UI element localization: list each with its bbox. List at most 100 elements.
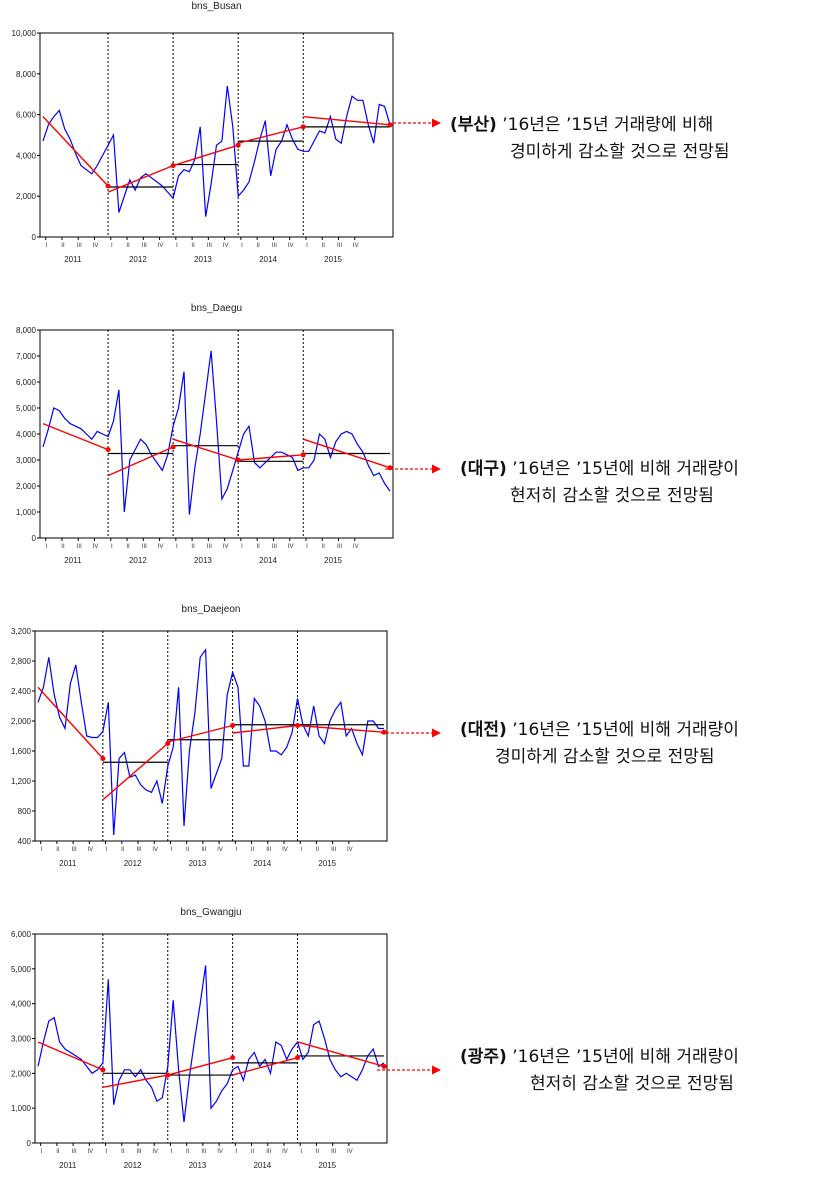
trend-point xyxy=(381,1063,387,1069)
quarter-tick-label: II xyxy=(121,847,125,853)
y-tick-label: 2,000 xyxy=(16,192,37,201)
quarter-tick-label: I xyxy=(46,544,48,550)
quarter-tick-label: I xyxy=(300,847,302,853)
quarter-tick-label: III xyxy=(207,544,212,550)
quarter-tick-label: I xyxy=(300,1149,302,1155)
quarter-tick-label: I xyxy=(111,243,113,249)
quarter-tick-label: I xyxy=(171,847,173,853)
year-tick-label: 2015 xyxy=(318,1161,336,1170)
year-tick-label: 2012 xyxy=(124,1161,142,1170)
note-line-2: 경미하게 감소할 것으로 전망됨 xyxy=(495,747,715,767)
y-tick-label: 0 xyxy=(27,1139,32,1148)
quarter-tick-label: III xyxy=(137,847,142,853)
chart-2: bns_Daejeon 400 800 1,200 1,600 2,000 2,400 2,8… xyxy=(11,604,441,868)
quarter-tick-label: III xyxy=(337,544,342,550)
y-tick-label: 1,000 xyxy=(16,508,37,517)
chart-title: bns_Gwangju xyxy=(180,907,241,918)
trend-point xyxy=(300,452,306,458)
year-tick-label: 2011 xyxy=(59,1161,77,1170)
y-tick-label: 8,000 xyxy=(16,70,37,79)
quarter-tick-label: III xyxy=(266,1149,271,1155)
quarter-tick-label: IV xyxy=(353,544,359,550)
quarter-tick-label: IV xyxy=(288,243,294,249)
quarter-tick-label: III xyxy=(207,243,212,249)
quarter-tick-label: IV xyxy=(223,544,229,550)
quarter-tick-label: II xyxy=(251,847,255,853)
trend-segment xyxy=(297,1041,385,1068)
year-tick-label: 2013 xyxy=(189,1161,207,1170)
quarter-tick-label: IV xyxy=(158,243,164,249)
plot-frame xyxy=(34,933,388,1144)
quarter-tick-label: II xyxy=(316,1149,320,1155)
trend-point xyxy=(100,756,106,761)
quarter-tick-label: IV xyxy=(158,544,164,550)
year-tick-label: 2012 xyxy=(129,556,147,565)
quarter-tick-label: I xyxy=(235,1149,237,1155)
quarter-tick-label: III xyxy=(201,847,206,853)
y-tick-label: 5,000 xyxy=(11,965,32,974)
trend-segment xyxy=(303,115,391,126)
city-label: (대구) xyxy=(460,459,507,479)
quarter-tick-label: II xyxy=(126,544,130,550)
quarter-tick-label: III xyxy=(72,847,77,853)
quarter-tick-label: II xyxy=(186,847,190,853)
quarter-tick-label: II xyxy=(126,243,130,249)
quarter-tick-label: I xyxy=(235,847,237,853)
quarter-tick-label: II xyxy=(56,1149,60,1155)
quarter-tick-label: IV xyxy=(347,847,353,853)
quarter-tick-label: IV xyxy=(217,1149,223,1155)
quarter-tick-label: IV xyxy=(223,243,229,249)
quarter-tick-label: II xyxy=(191,243,195,249)
quarter-tick-label: III xyxy=(201,1149,206,1155)
year-tick-label: 2013 xyxy=(189,859,207,868)
quarter-tick-label: IV xyxy=(217,847,223,853)
y-tick-label: 2,000 xyxy=(11,717,32,726)
trend-segment xyxy=(102,1074,168,1088)
quarter-tick-label: I xyxy=(41,847,43,853)
quarter-tick-label: IV xyxy=(282,847,288,853)
note-line-2: 현저히 감소할 것으로 전망됨 xyxy=(510,486,714,506)
trend-segment xyxy=(167,1056,233,1076)
trend-segment xyxy=(232,1056,298,1076)
quarter-tick-label: IV xyxy=(88,1149,94,1155)
quarter-tick-label: IV xyxy=(353,243,359,249)
data-line xyxy=(42,350,391,515)
quarter-tick-label: IV xyxy=(93,544,99,550)
y-tick-label: 3,200 xyxy=(11,627,32,636)
y-tick-label: 5,000 xyxy=(16,404,37,413)
year-tick-label: 2013 xyxy=(194,556,212,565)
trend-point xyxy=(100,1067,106,1073)
quarter-tick-label: IV xyxy=(88,847,94,853)
quarter-tick-label: II xyxy=(61,544,65,550)
daegu-note: (대구) ’16년은 ’15년에 비해 거래량이 현저히 감소할 것으로 전망됨 xyxy=(460,456,739,510)
data-line xyxy=(37,648,384,836)
quarter-tick-label: III xyxy=(266,847,271,853)
year-tick-label: 2014 xyxy=(253,859,271,868)
quarter-tick-label: II xyxy=(322,243,326,249)
trend-segment xyxy=(107,164,174,193)
quarter-tick-label: II xyxy=(256,544,260,550)
trend-segment xyxy=(238,454,304,461)
trend-point xyxy=(170,444,176,450)
note-line-1: ’16년은 ’15년에 비해 거래량이 xyxy=(506,720,739,740)
plot-frame xyxy=(34,630,388,842)
quarter-tick-label: III xyxy=(142,243,147,249)
trend-segment xyxy=(107,446,174,477)
quarter-tick-label: III xyxy=(77,544,82,550)
note-line-2: 경미하게 감소할 것으로 전망됨 xyxy=(510,142,730,162)
year-tick-label: 2015 xyxy=(318,859,336,868)
trend-segment xyxy=(297,724,385,733)
year-tick-label: 2011 xyxy=(59,859,77,868)
trend-segment xyxy=(303,438,391,469)
plot-frame xyxy=(39,329,394,539)
quarter-tick-label: IV xyxy=(152,847,158,853)
quarter-tick-label: III xyxy=(337,243,342,249)
y-tick-label: 2,800 xyxy=(11,657,32,666)
y-tick-label: 7,000 xyxy=(16,352,37,361)
quarter-tick-label: I xyxy=(306,243,308,249)
chart-3: bns_Gwangju 0 1,000 2,000 3,000 4,000 5,000 6,0… xyxy=(11,907,441,1170)
y-tick-label: 0 xyxy=(32,534,37,543)
quarter-tick-label: II xyxy=(322,544,326,550)
quarter-tick-label: III xyxy=(137,1149,142,1155)
